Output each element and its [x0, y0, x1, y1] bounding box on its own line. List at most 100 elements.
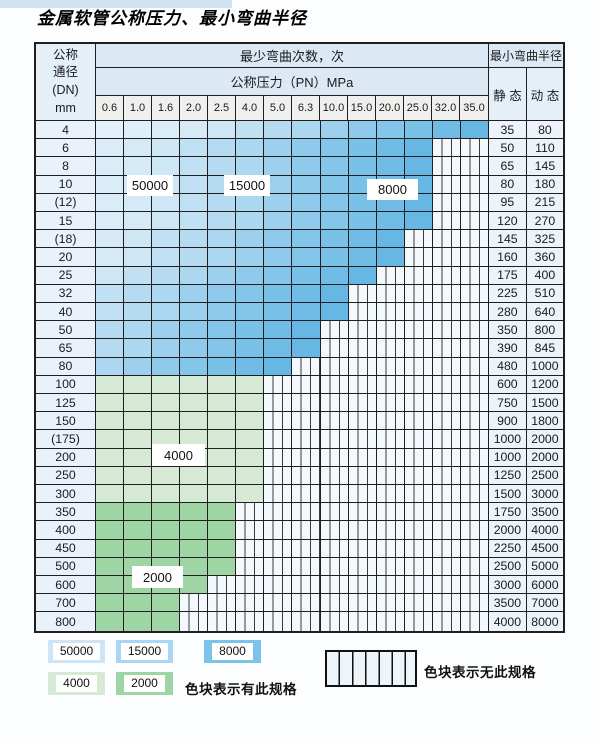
- spec-available-cell: [96, 521, 125, 540]
- static-radius-cell: 145: [488, 230, 527, 249]
- no-spec-cell: [376, 284, 405, 304]
- spec-available-cell: [208, 230, 237, 249]
- spec-available-cell: [152, 339, 181, 358]
- spec-available-cell: [96, 394, 125, 413]
- no-spec-cell: [376, 303, 405, 322]
- static-radius-cell: 50: [488, 139, 527, 158]
- spec-available-cell: [432, 121, 461, 140]
- no-spec-cell: [432, 521, 461, 540]
- pressure-header-cell: 2.5: [208, 96, 236, 120]
- static-radius-cell: 65: [488, 157, 527, 176]
- spec-available-cell: [96, 266, 125, 285]
- static-radius-cell: 3000: [488, 576, 527, 595]
- spec-available-cell: [152, 466, 181, 486]
- dn-header-line: 通径: [52, 65, 78, 80]
- dynamic-radius-cell: 1200: [526, 375, 563, 395]
- no-spec-cell: [264, 394, 293, 413]
- no-spec-cell: [404, 576, 433, 595]
- pressure-header-cell: 6.3: [292, 96, 320, 120]
- spec-available-cell: [208, 394, 237, 413]
- spec-available-cell: [264, 357, 293, 376]
- spec-available-cell: [96, 485, 125, 504]
- spec-available-cell: [376, 121, 405, 140]
- no-spec-cell: [348, 339, 377, 358]
- dn-value-cell: 4: [36, 121, 96, 140]
- no-spec-cell: [376, 612, 405, 631]
- no-spec-cell: [264, 539, 293, 558]
- static-radius-cell: 35: [488, 121, 527, 140]
- static-radius-cell: 2500: [488, 557, 527, 577]
- spec-available-cell: [376, 230, 405, 249]
- spec-available-cell: [208, 503, 237, 522]
- min-bend-radius-header: 最小弯曲半径: [489, 44, 563, 68]
- pressure-header-cell: 1.0: [124, 96, 152, 120]
- spec-available-cell: [124, 212, 153, 231]
- dynamic-radius-cell: 3500: [526, 503, 563, 522]
- spec-available-cell: [96, 594, 125, 613]
- no-spec-cell: [320, 339, 349, 358]
- table-row: 80 480 1000: [36, 357, 563, 376]
- no-spec-cell: [264, 412, 293, 431]
- no-spec-cell: [404, 594, 433, 613]
- spec-available-cell: [152, 212, 181, 231]
- static-radius-cell: 1250: [488, 466, 527, 486]
- legend-swatch-label: 15000: [120, 643, 169, 660]
- spec-available-cell: [236, 284, 265, 304]
- static-radius-cell: 1000: [488, 430, 527, 449]
- no-spec-cell: [460, 466, 489, 486]
- no-spec-cell: [292, 466, 321, 486]
- no-spec-cell: [404, 412, 433, 431]
- spec-available-cell: [152, 375, 181, 395]
- no-spec-cell: [460, 139, 489, 158]
- spec-available-cell: [180, 466, 209, 486]
- no-spec-cell: [292, 430, 321, 449]
- dn-value-cell: 300: [36, 485, 96, 504]
- pressure-value-header-row: 0.6 1.0 1.6 2.0 2.5 4.0 5.0 6.3 10.0 15.0 20.0 25.0…: [96, 96, 488, 120]
- no-spec-cell: [264, 521, 293, 540]
- no-spec-cell: [264, 466, 293, 486]
- spec-available-cell: [236, 485, 265, 504]
- spec-available-cell: [292, 121, 321, 140]
- spec-available-cell: [96, 121, 125, 140]
- spec-available-cell: [236, 121, 265, 140]
- table-row: 500 2500 5000: [36, 557, 563, 577]
- no-spec-cell: [348, 576, 377, 595]
- no-spec-cell: [292, 576, 321, 595]
- dn-value-cell: 15: [36, 212, 96, 231]
- no-spec-cell: [432, 321, 461, 340]
- table-row: 4 35 80: [36, 121, 563, 140]
- spec-available-cell: [180, 266, 209, 285]
- no-spec-cell: [376, 576, 405, 595]
- spec-available-cell: [96, 466, 125, 486]
- dynamic-radius-cell: 6000: [526, 576, 563, 595]
- dynamic-radius-cell: 1800: [526, 412, 563, 431]
- no-spec-cell: [320, 466, 349, 486]
- no-spec-cell: [292, 521, 321, 540]
- no-spec-cell: [432, 466, 461, 486]
- spec-available-cell: [152, 230, 181, 249]
- table-row: 20 160 360: [36, 248, 563, 267]
- dynamic-radius-cell: 3000: [526, 485, 563, 504]
- no-spec-cell: [208, 576, 237, 595]
- no-spec-cell: [264, 557, 293, 577]
- spec-available-cell: [96, 539, 125, 558]
- no-spec-cell: [376, 266, 405, 285]
- spec-available-cell: [96, 212, 125, 231]
- pressure-header-cell: 15.0: [348, 96, 376, 120]
- no-spec-cell: [320, 430, 349, 449]
- no-spec-cell: [264, 576, 293, 595]
- dynamic-radius-cell: 1000: [526, 357, 563, 376]
- spec-available-cell: [236, 303, 265, 322]
- static-radius-cell: 175: [488, 266, 527, 285]
- spec-available-cell: [208, 157, 237, 176]
- spec-available-cell: [348, 230, 377, 249]
- no-spec-cell: [236, 594, 265, 613]
- no-spec-cell: [264, 503, 293, 522]
- static-radius-cell: 350: [488, 321, 527, 340]
- spec-available-cell: [208, 430, 237, 449]
- spec-available-cell: [96, 193, 125, 213]
- no-spec-cell: [460, 212, 489, 231]
- dynamic-radius-cell: 180: [526, 175, 563, 194]
- no-spec-cell: [460, 557, 489, 577]
- no-spec-cell: [292, 557, 321, 577]
